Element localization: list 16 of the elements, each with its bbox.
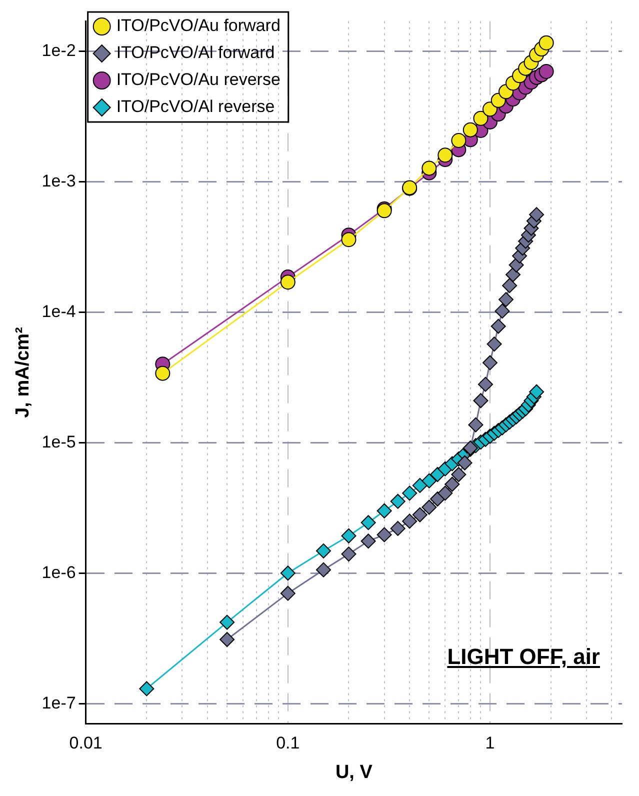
- legend-label: ITO/PcVO/Al forward: [116, 43, 275, 62]
- x-axis-title: U, V: [335, 762, 373, 783]
- x-tick-label: 1: [485, 734, 495, 753]
- y-tick-label: 1e-3: [42, 171, 76, 190]
- annotation: LIGHT OFF, air: [447, 644, 600, 670]
- y-tick-label: 1e-2: [42, 40, 76, 60]
- y-tick-label: 1e-4: [42, 302, 76, 321]
- legend-label: ITO/PcVO/Al reverse: [116, 97, 275, 116]
- y-axis-title: J, mA/cm²: [12, 327, 34, 418]
- y-tick-label: 1e-6: [42, 562, 76, 582]
- legend-label: ITO/PcVO/Au reverse: [116, 70, 280, 90]
- y-tick-label: 1e-5: [42, 432, 76, 452]
- y-tick-label: 1e-7: [42, 693, 76, 712]
- x-tick-label: 0.01: [69, 734, 102, 753]
- x-tick-label: 0.1: [276, 734, 300, 753]
- legend-label: ITO/PcVO/Au forward: [116, 16, 280, 36]
